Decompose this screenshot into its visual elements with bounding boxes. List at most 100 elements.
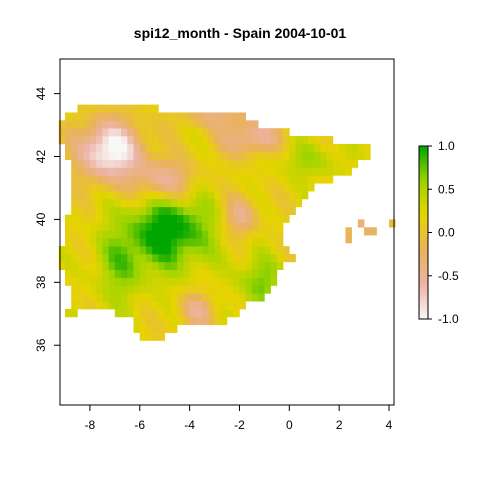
raster-cell xyxy=(145,120,153,129)
raster-cell xyxy=(139,198,147,208)
raster-cell xyxy=(145,254,153,263)
raster-cell xyxy=(139,309,147,318)
raster-cell xyxy=(183,183,190,192)
raster-cell xyxy=(64,309,72,318)
raster-cell xyxy=(183,159,190,168)
raster-cell xyxy=(170,159,178,168)
raster-cell xyxy=(139,143,147,153)
raster-cell xyxy=(239,277,246,286)
legend-color-step xyxy=(419,203,428,207)
raster-cell xyxy=(121,222,128,231)
raster-cell xyxy=(71,136,78,145)
raster-cell xyxy=(158,167,165,176)
raster-cell xyxy=(258,175,265,184)
raster-cell xyxy=(258,261,265,271)
raster-cell xyxy=(227,191,234,200)
raster-cell xyxy=(270,167,278,176)
raster-cell xyxy=(258,285,265,294)
raster-cell xyxy=(283,183,290,192)
legend-color-step xyxy=(419,226,428,231)
raster-cell xyxy=(264,214,271,223)
raster-cell xyxy=(351,143,359,153)
raster-cell xyxy=(89,261,97,271)
raster-cell xyxy=(127,246,134,255)
raster-cell xyxy=(202,128,209,137)
raster-cell xyxy=(133,136,141,145)
raster-cell xyxy=(89,167,97,176)
raster-cell xyxy=(96,191,103,200)
raster-cell xyxy=(258,128,265,137)
raster-cell xyxy=(145,214,153,223)
legend-color-step xyxy=(419,261,428,265)
raster-cell xyxy=(71,159,78,168)
raster-cell xyxy=(145,128,153,137)
raster-cell xyxy=(152,293,159,302)
raster-cell xyxy=(177,120,184,129)
raster-cell xyxy=(83,246,91,255)
legend-color-step xyxy=(419,215,428,219)
raster-cell xyxy=(189,151,197,160)
raster-cell xyxy=(295,183,303,192)
raster-cell xyxy=(108,128,116,137)
raster-cell xyxy=(195,301,203,310)
raster-cell xyxy=(102,301,109,310)
raster-cell xyxy=(133,238,141,247)
raster-cell xyxy=(220,309,228,318)
raster-cell xyxy=(283,254,290,263)
raster-cell xyxy=(220,301,228,310)
raster-cell xyxy=(89,230,97,239)
raster-cell xyxy=(64,112,72,121)
raster-cell xyxy=(214,230,222,239)
raster-cell xyxy=(195,309,203,318)
raster-cell xyxy=(152,175,159,184)
raster-cell xyxy=(208,191,215,200)
raster-cell xyxy=(214,309,222,318)
raster-cell xyxy=(276,143,284,153)
raster-cell xyxy=(202,254,209,263)
raster-cell xyxy=(133,316,141,326)
raster-cell xyxy=(133,261,141,271)
raster-cell xyxy=(121,293,128,302)
raster-cell xyxy=(164,136,172,145)
raster-cell xyxy=(301,159,309,168)
raster-cell xyxy=(202,143,209,153)
raster-cell xyxy=(276,261,284,271)
legend-color-step xyxy=(419,148,428,153)
raster-cell xyxy=(202,151,209,160)
raster-cell xyxy=(158,261,165,271)
raster-cell xyxy=(195,167,203,176)
raster-cell xyxy=(102,143,109,153)
raster-cell xyxy=(195,214,203,223)
raster-cell xyxy=(77,112,84,121)
raster-cell xyxy=(64,222,72,231)
raster-cell xyxy=(152,112,159,121)
raster-cell xyxy=(276,198,284,208)
raster-cell xyxy=(264,206,271,215)
raster-cell xyxy=(208,293,215,302)
raster-cell xyxy=(301,191,309,200)
raster-cell xyxy=(77,183,84,192)
raster-cell xyxy=(152,120,159,129)
raster-cell xyxy=(108,301,116,310)
raster-cell xyxy=(102,238,109,247)
x-tick-label: -4 xyxy=(184,418,195,432)
raster-cell xyxy=(270,206,278,215)
raster-cell xyxy=(145,293,153,302)
raster-cell xyxy=(227,120,234,129)
raster-cell xyxy=(164,261,172,271)
raster-cell xyxy=(108,222,116,231)
raster-cell xyxy=(189,183,197,192)
raster-cell xyxy=(71,269,78,278)
raster-cell xyxy=(102,175,109,184)
raster-cell xyxy=(158,214,165,223)
raster-cell xyxy=(239,112,246,121)
raster-cell xyxy=(83,151,91,160)
raster-cell xyxy=(158,316,165,326)
raster-cell xyxy=(202,191,209,200)
raster-cell xyxy=(64,269,72,278)
raster-cell xyxy=(214,175,222,184)
legend-color-step xyxy=(419,301,428,305)
raster-cell xyxy=(245,254,253,263)
raster-cell xyxy=(251,167,259,176)
raster-cell xyxy=(77,214,84,223)
